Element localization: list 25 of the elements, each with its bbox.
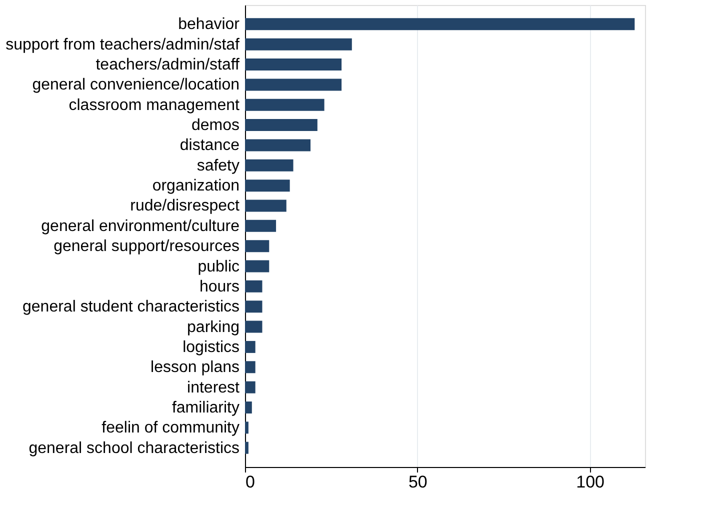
y-tick-label: safety — [196, 157, 240, 174]
y-tick-label: familiarity — [172, 399, 240, 416]
y-tick-label: rude/disrespect — [130, 198, 240, 215]
y-tick-label: classroom management — [68, 96, 240, 114]
y-tick-label: support from teachers/admin/staf — [6, 36, 240, 54]
y-tick-label: hours — [199, 278, 240, 296]
y-tick-label: general student characteristics — [22, 298, 240, 316]
y-tick-label: teachers/admin/staff — [96, 56, 240, 74]
y-tick-label: general environment/culture — [41, 218, 240, 235]
y-tick-label: public — [198, 258, 240, 276]
y-tick-label: general school characteristics — [28, 440, 240, 457]
y-tick-label: organization — [152, 178, 240, 195]
x-tick-label: 0 — [246, 472, 255, 492]
y-tick-label: demos — [191, 117, 240, 134]
y-tick-label: behavior — [178, 16, 240, 34]
y-tick-label: general support/resources — [54, 238, 240, 256]
x-tick-label: 50 — [408, 472, 428, 492]
y-tick-label: feelin of community — [102, 420, 240, 437]
y-tick-label: logistics — [182, 338, 240, 356]
y-tick-label: interest — [187, 379, 240, 396]
y-tick-label: distance — [180, 137, 240, 154]
y-tick-label: general convenience/location — [32, 76, 240, 94]
y-tick-label: lesson plans — [150, 359, 240, 376]
x-tick-label: 100 — [576, 472, 605, 492]
y-tick-label: parking — [187, 318, 240, 336]
